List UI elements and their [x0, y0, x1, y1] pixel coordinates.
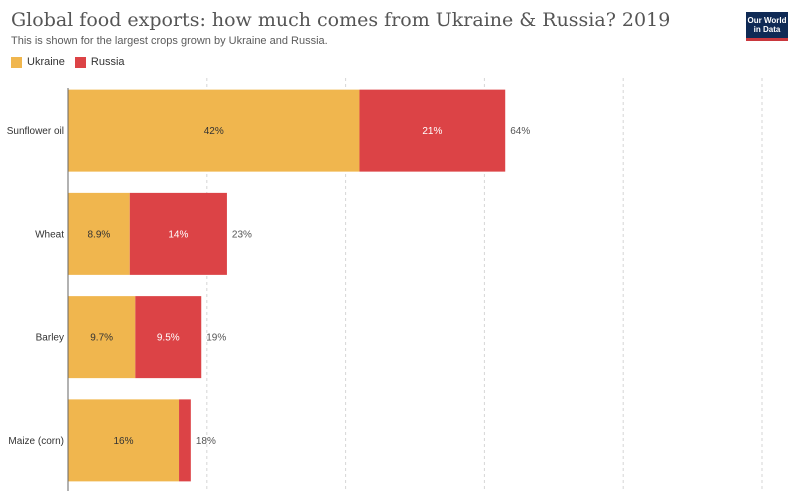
category-label: Sunflower oil [7, 126, 64, 137]
owid-logo[interactable]: Our World in Data [746, 12, 788, 41]
bar-ukraine[interactable] [68, 296, 136, 379]
bar-russia[interactable] [359, 89, 506, 172]
chart-subtitle: This is shown for the largest crops grow… [11, 35, 328, 47]
bar-value-label: 8.9% [87, 229, 110, 240]
legend-swatch-russia [74, 56, 86, 68]
bar-value-label: 21% [422, 126, 442, 137]
bar-total-label: 23% [232, 229, 252, 240]
bar-value-label: 16% [114, 436, 134, 447]
bar-total-label: 64% [510, 126, 530, 137]
bar-ukraine[interactable] [68, 399, 180, 482]
bar-value-label: 42% [204, 126, 224, 137]
bar-russia[interactable] [129, 192, 227, 275]
legend-label-ukraine: Ukraine [27, 56, 65, 68]
legend-label-russia: Russia [90, 56, 125, 68]
bar-value-label: 14% [168, 229, 188, 240]
category-label: Wheat [35, 229, 64, 240]
bar-russia[interactable] [179, 399, 191, 482]
bar-ukraine[interactable] [68, 89, 360, 172]
bar-total-label: 18% [196, 436, 216, 447]
category-label: Maize (corn) [8, 436, 64, 447]
bar-value-label: 9.7% [90, 333, 113, 344]
logo-line-2: in Data [753, 25, 781, 34]
legend-swatch-ukraine [11, 56, 22, 68]
category-label: Barley [36, 333, 64, 344]
bar-total-label: 19% [206, 333, 226, 344]
chart-title: Global food exports: how much comes from… [11, 9, 671, 31]
bar-ukraine[interactable] [68, 192, 130, 275]
bar-russia[interactable] [135, 296, 202, 379]
bar-value-label: 9.5% [157, 333, 180, 344]
logo-line-1: Our World [747, 16, 787, 25]
legend-item-russia[interactable]: Russia [74, 56, 125, 68]
legend-item-ukraine[interactable]: Ukraine [11, 56, 65, 68]
legend: Ukraine Russia [11, 56, 135, 68]
